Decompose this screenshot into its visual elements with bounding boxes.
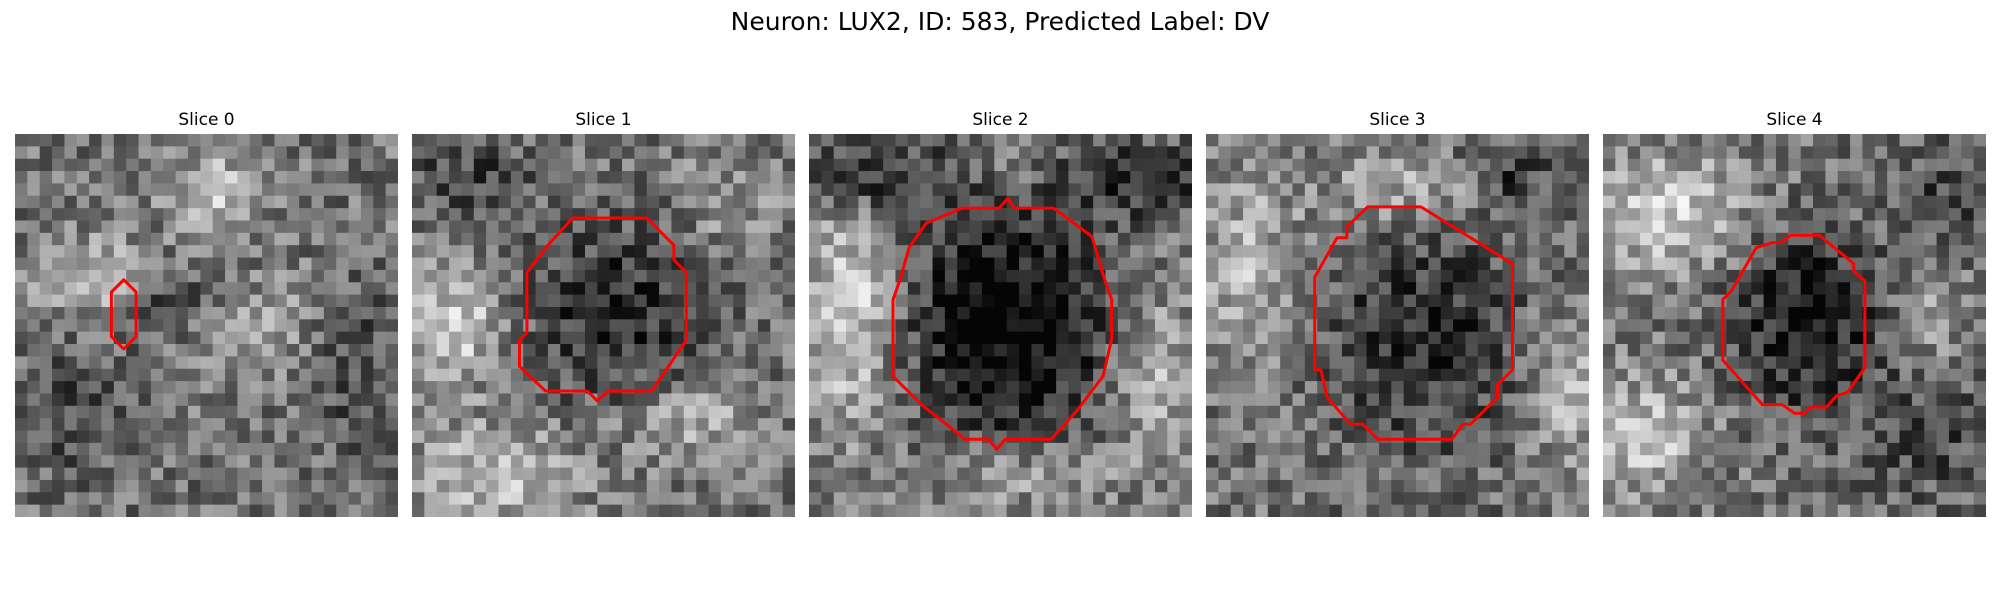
slice-panel: Slice 2 bbox=[809, 0, 1192, 600]
slice-title: Slice 4 bbox=[1603, 110, 1986, 130]
slice-panel: Slice 0 bbox=[15, 0, 398, 600]
slice-title: Slice 2 bbox=[809, 110, 1192, 130]
slice-title: Slice 1 bbox=[412, 110, 795, 130]
slice-image bbox=[1603, 134, 1986, 517]
slice-image bbox=[1206, 134, 1589, 517]
slice-title: Slice 3 bbox=[1206, 110, 1589, 130]
slice-panel: Slice 1 bbox=[412, 0, 795, 600]
slice-panel: Slice 3 bbox=[1206, 0, 1589, 600]
slice-image bbox=[15, 134, 398, 517]
slice-title: Slice 0 bbox=[15, 110, 398, 130]
slice-image bbox=[809, 134, 1192, 517]
slice-panel: Slice 4 bbox=[1603, 0, 1986, 600]
slice-image bbox=[412, 134, 795, 517]
